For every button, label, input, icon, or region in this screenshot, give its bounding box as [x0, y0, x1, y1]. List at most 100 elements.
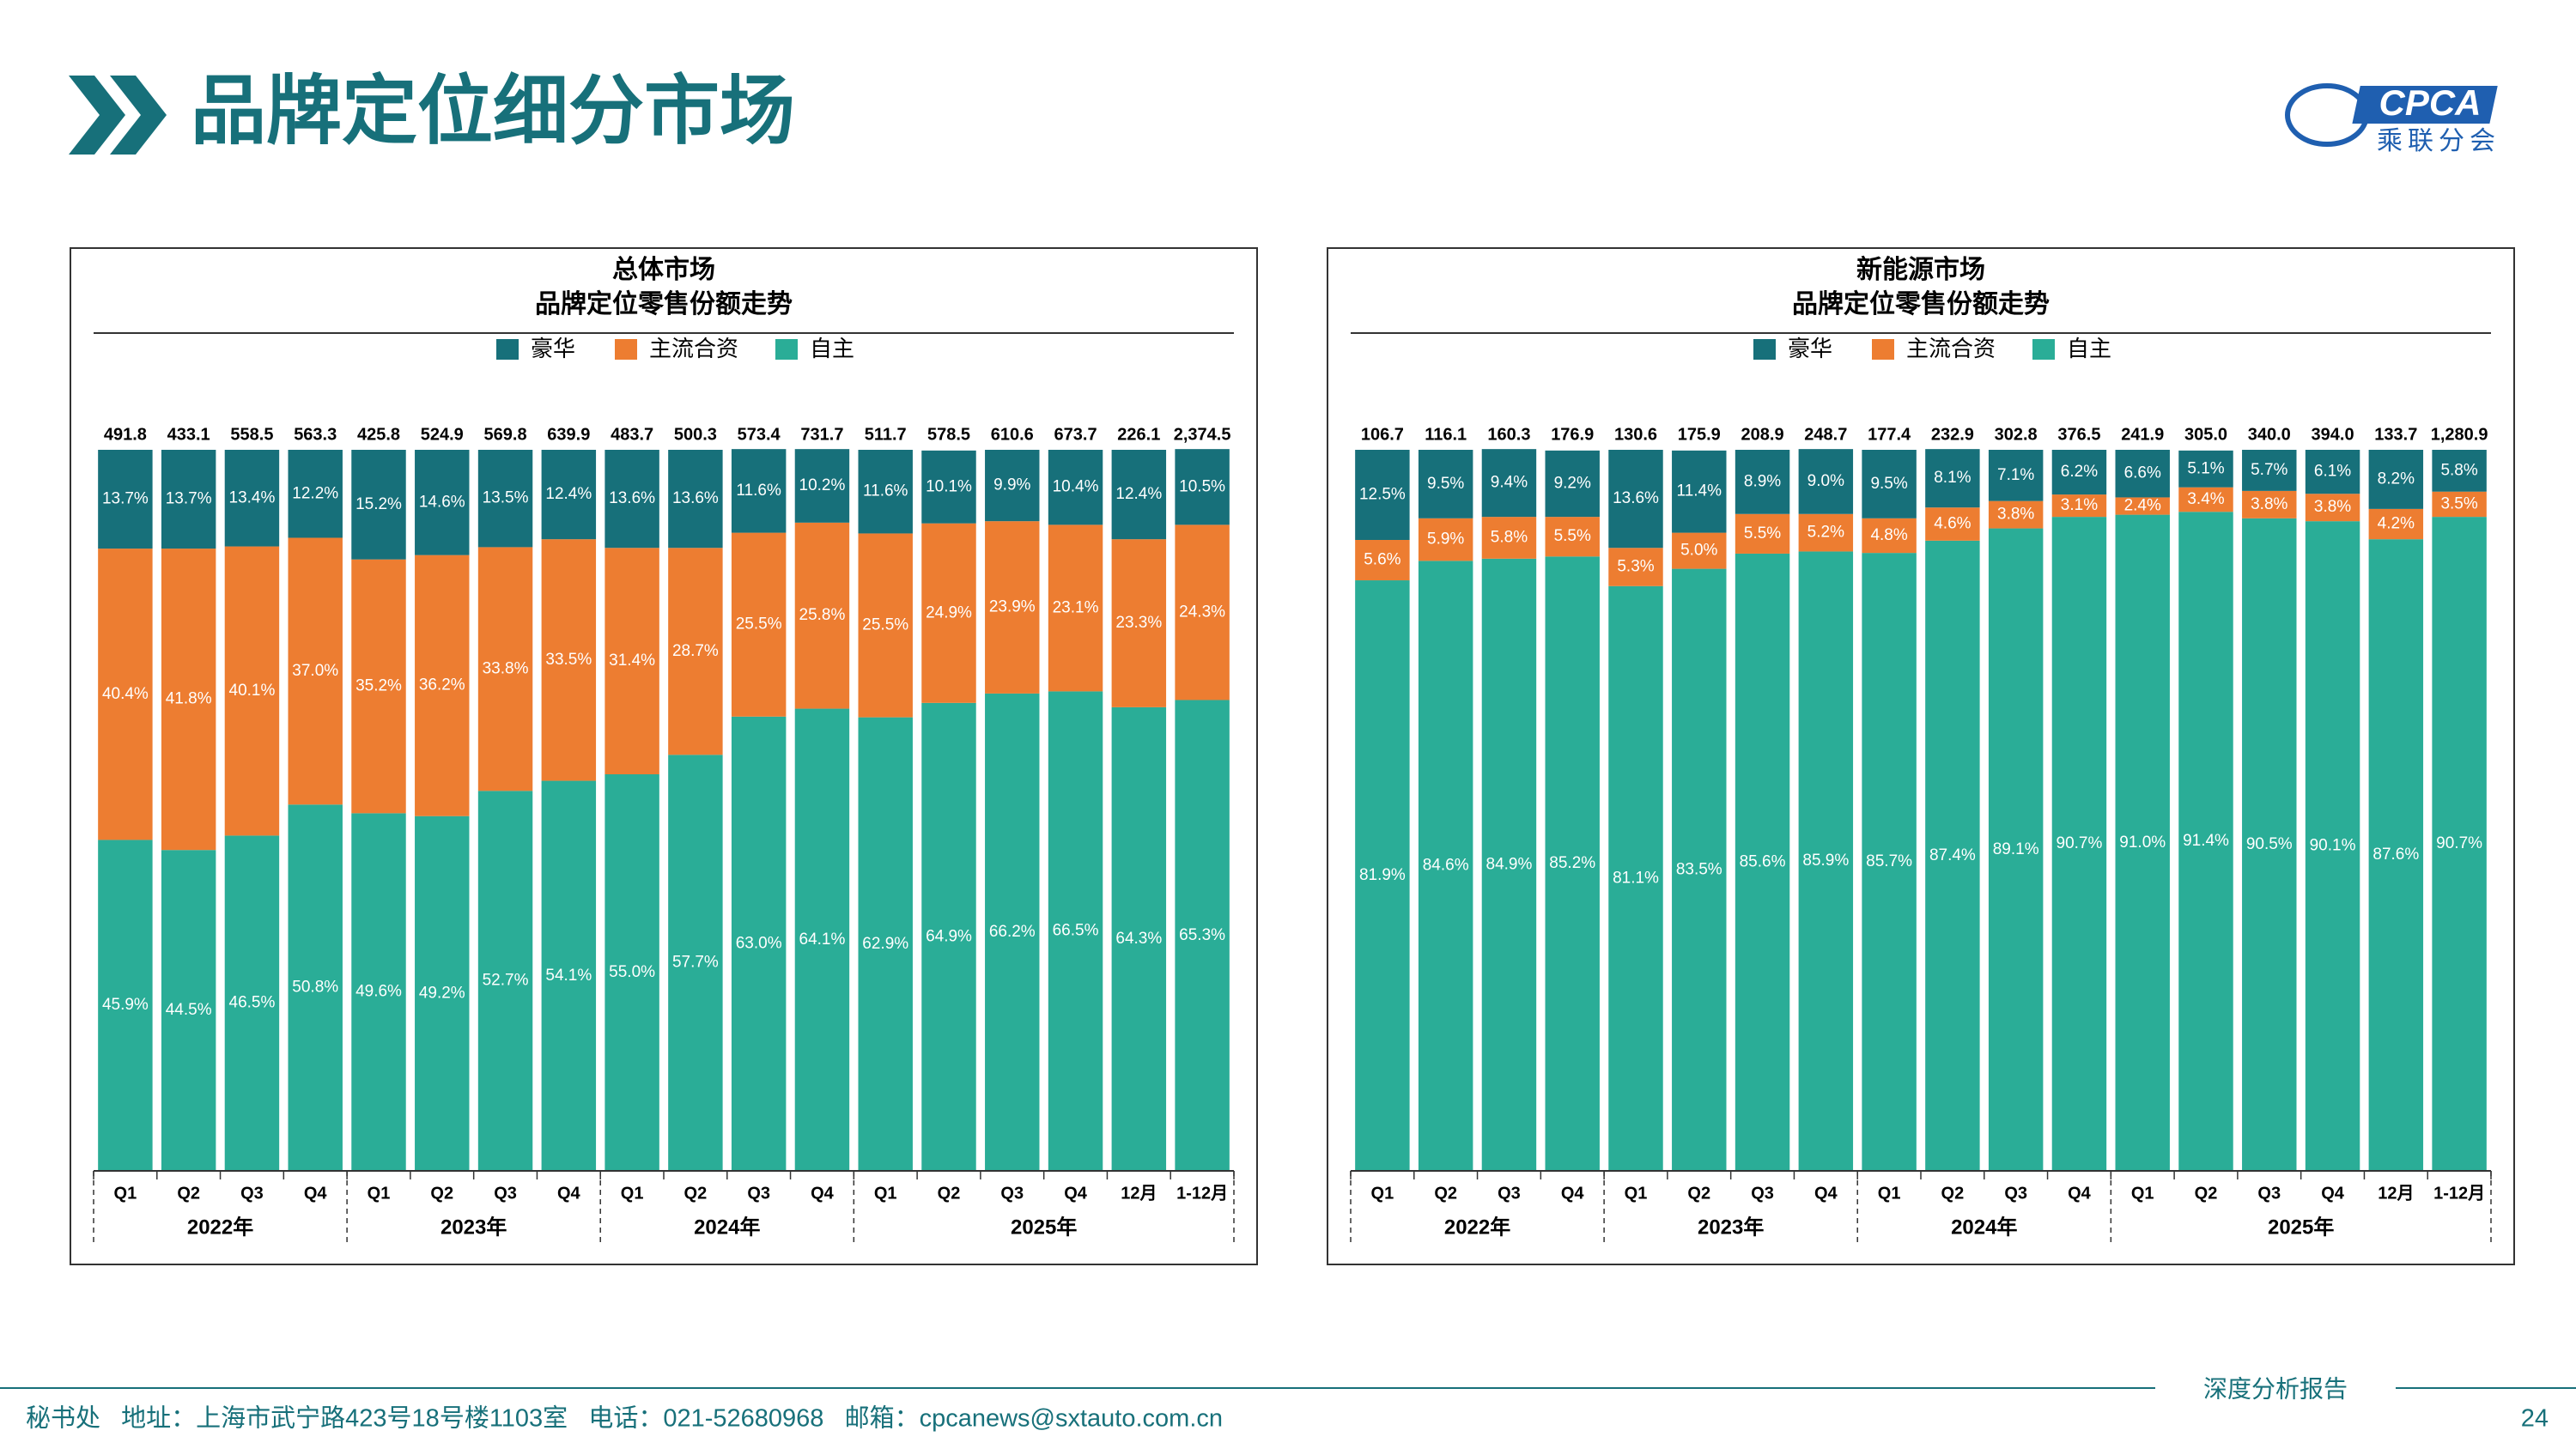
- bar-segment: [921, 450, 976, 524]
- bar-segment: [1672, 532, 1727, 569]
- chevron-icon: [110, 76, 167, 155]
- value-label: 13.7%: [102, 490, 149, 508]
- total-label: 573.4: [738, 425, 781, 444]
- value-label: 87.6%: [2372, 846, 2419, 864]
- x-tick-label: Q3: [240, 1184, 264, 1203]
- total-label: 569.8: [484, 425, 527, 444]
- value-label: 89.1%: [1993, 840, 2039, 858]
- value-label: 46.5%: [229, 994, 276, 1012]
- value-label: 62.9%: [862, 935, 908, 953]
- value-label: 10.2%: [799, 476, 846, 494]
- chart-frame: [1327, 247, 2515, 1265]
- bar-segment: [1545, 556, 1600, 1171]
- x-tick-label: Q1: [2131, 1184, 2154, 1203]
- total-label: 160.3: [1487, 425, 1530, 444]
- bar-segment: [731, 532, 787, 717]
- chevron-icon: [69, 76, 125, 155]
- value-label: 13.7%: [166, 490, 212, 508]
- bar-segment: [794, 449, 850, 523]
- x-tick-label: 12月: [2378, 1184, 2414, 1203]
- value-label: 90.7%: [2057, 834, 2103, 852]
- legend-swatch: [775, 339, 798, 360]
- value-label: 91.0%: [2119, 834, 2166, 852]
- total-label: 500.3: [674, 425, 717, 444]
- value-label: 37.0%: [292, 662, 338, 680]
- value-label: 85.7%: [1866, 852, 1912, 870]
- total-label: 511.7: [865, 425, 907, 444]
- value-label: 91.4%: [2183, 832, 2229, 850]
- bar-segment: [1608, 450, 1663, 549]
- value-label: 13.6%: [609, 489, 655, 507]
- x-tick-label: Q4: [1814, 1184, 1838, 1203]
- value-label: 3.8%: [1997, 506, 2034, 524]
- logo-text: CPCA: [2379, 82, 2481, 123]
- total-label: 176.9: [1551, 425, 1594, 444]
- value-label: 13.6%: [672, 489, 719, 507]
- bar-segment: [2305, 494, 2360, 522]
- bar-segment: [1798, 513, 1854, 552]
- chart-frame: [70, 247, 1258, 1265]
- bar-segment: [1988, 450, 2044, 501]
- bar-segment: [1418, 518, 1473, 561]
- total-label: 639.9: [547, 425, 590, 444]
- bar-segment: [541, 450, 597, 540]
- value-label: 9.0%: [1807, 472, 1844, 490]
- bar-segment: [224, 546, 280, 836]
- value-label: 54.1%: [545, 967, 592, 985]
- bar-segment: [794, 708, 850, 1171]
- value-label: 23.3%: [1115, 614, 1162, 632]
- value-label: 65.3%: [1179, 926, 1225, 944]
- legend-swatch: [1872, 339, 1894, 360]
- x-tick-label: Q2: [1434, 1184, 1457, 1203]
- legend-label: 豪华: [531, 336, 575, 361]
- x-tick-label: Q3: [2257, 1184, 2281, 1203]
- bar-segment: [2368, 450, 2424, 509]
- bar-segment: [1608, 585, 1663, 1171]
- x-tick-label: Q4: [557, 1184, 581, 1203]
- x-tick-label: Q2: [177, 1184, 200, 1203]
- group-label: 2023年: [1698, 1215, 1764, 1239]
- total-label: 731.7: [800, 425, 843, 444]
- value-label: 12.2%: [292, 484, 338, 502]
- total-label: 175.9: [1678, 425, 1721, 444]
- total-label: 302.8: [1995, 425, 2038, 444]
- bar-segment: [2432, 517, 2487, 1171]
- bar-segment: [2305, 450, 2360, 494]
- bar-segment: [477, 450, 533, 548]
- total-label: 106.7: [1361, 425, 1404, 444]
- value-label: 50.8%: [292, 979, 338, 997]
- value-label: 9.9%: [993, 476, 1030, 494]
- x-tick-label: Q2: [2195, 1184, 2218, 1203]
- bar-segment: [1735, 450, 1790, 514]
- group-label: 2024年: [1951, 1215, 2017, 1239]
- legend-label: 主流合资: [1906, 336, 1996, 361]
- chart-title: 总体市场: [612, 255, 715, 284]
- x-tick-label: Q2: [938, 1184, 961, 1203]
- bar-segment: [668, 548, 723, 755]
- bar-segment: [415, 450, 470, 555]
- bar-segment: [1862, 553, 1917, 1171]
- total-label: 673.7: [1054, 425, 1097, 444]
- value-label: 33.8%: [483, 659, 529, 677]
- bar-segment: [1175, 524, 1230, 700]
- bar-segment: [1175, 449, 1230, 525]
- value-label: 90.7%: [2436, 834, 2482, 852]
- value-label: 81.1%: [1613, 869, 1659, 887]
- value-label: 31.4%: [609, 652, 655, 670]
- legend-swatch: [1753, 339, 1776, 360]
- legend-swatch: [2032, 339, 2055, 360]
- bar-segment: [161, 450, 216, 549]
- bar-segment: [1481, 449, 1537, 518]
- bar-segment: [858, 717, 913, 1171]
- footer-contact: 秘书处 地址：上海市武宁路423号18号楼1103室 电话：021-526809…: [26, 1404, 1223, 1433]
- group-label: 2022年: [1444, 1215, 1510, 1239]
- value-label: 2.4%: [2124, 497, 2161, 515]
- value-label: 66.5%: [1053, 922, 1099, 940]
- x-tick-label: Q3: [747, 1184, 770, 1203]
- value-label: 90.1%: [2310, 837, 2356, 855]
- value-label: 3.8%: [2314, 498, 2351, 516]
- value-label: 4.6%: [1934, 515, 1971, 533]
- value-label: 12.5%: [1359, 486, 1406, 504]
- bar-segment: [1545, 517, 1600, 557]
- bar-segment: [1048, 524, 1103, 692]
